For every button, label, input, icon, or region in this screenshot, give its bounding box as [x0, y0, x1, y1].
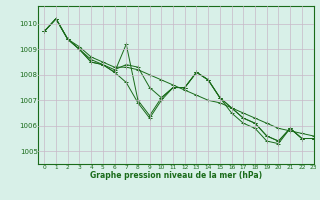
X-axis label: Graphe pression niveau de la mer (hPa): Graphe pression niveau de la mer (hPa)	[90, 171, 262, 180]
